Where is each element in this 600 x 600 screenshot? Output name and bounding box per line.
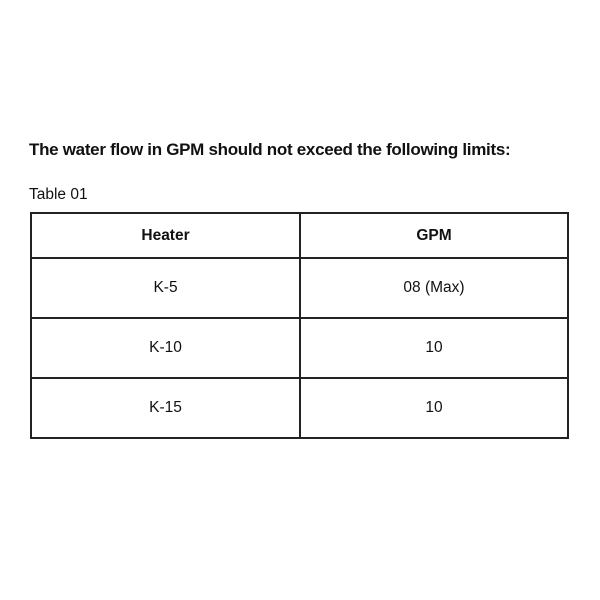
- table-row: K-5 08 (Max): [30, 257, 569, 319]
- cell-gpm: 10: [299, 377, 569, 439]
- table-row: K-10 10: [30, 317, 569, 379]
- heading: The water flow in GPM should not exceed …: [29, 140, 511, 159]
- cell-heater: K-5: [30, 257, 301, 319]
- header-heater: Heater: [30, 212, 301, 259]
- cell-heater: K-15: [30, 377, 301, 439]
- gpm-limits-table: Heater GPM K-5 08 (Max) K-10 10 K-15 10: [30, 212, 569, 439]
- table-header-row: Heater GPM: [30, 212, 569, 259]
- header-gpm: GPM: [299, 212, 569, 259]
- cell-gpm: 10: [299, 317, 569, 379]
- table-caption: Table 01: [29, 186, 88, 203]
- table-row: K-15 10: [30, 377, 569, 439]
- cell-gpm: 08 (Max): [299, 257, 569, 319]
- cell-heater: K-10: [30, 317, 301, 379]
